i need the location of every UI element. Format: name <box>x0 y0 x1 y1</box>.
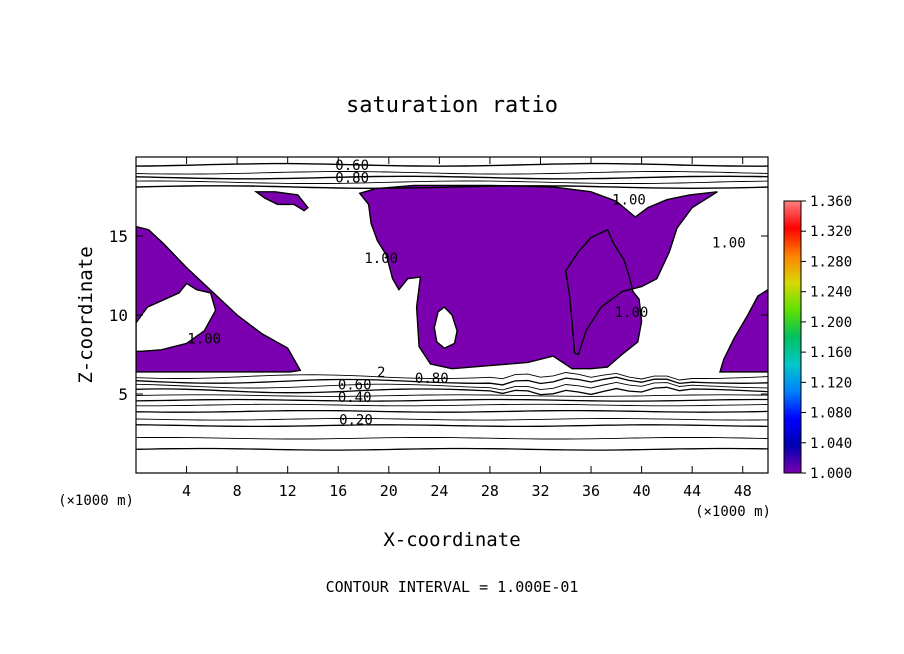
y-axis-ticks: 5 10 15 <box>109 227 768 404</box>
contour-line-high <box>136 171 768 175</box>
contour-label: 1.00 <box>712 235 746 251</box>
contour-line-low <box>136 394 768 397</box>
contour-label: 0.60 <box>338 378 372 394</box>
contour-label: 1.00 <box>615 305 649 321</box>
y-tick-label: 15 <box>109 227 128 246</box>
x-tick-label: 12 <box>279 482 297 500</box>
colorbar-tick-label: 1.360 <box>810 194 852 210</box>
x-axis-ticks: 4 8 12 16 20 24 28 32 36 40 44 48 <box>182 157 752 500</box>
contour-label: 0.60 <box>335 158 369 174</box>
x-tick-label: 28 <box>481 482 499 500</box>
x-tick-label: 24 <box>430 482 448 500</box>
colorbar-tick-label: 1.120 <box>810 375 852 391</box>
contour-line-low <box>136 409 768 413</box>
contour-line-high <box>136 185 768 190</box>
contour-label: 0.80 <box>415 371 449 387</box>
x-tick-label: 16 <box>329 482 347 500</box>
supersat-region-right <box>719 288 768 373</box>
contour-line-low <box>136 403 768 407</box>
contour-line-low <box>136 437 768 440</box>
colorbar: 1.360 1.320 1.280 1.240 1.200 1.160 1.120 1.080… <box>783 194 852 482</box>
clear-holes <box>136 282 458 352</box>
colorbar-tick-label: 1.040 <box>810 436 852 452</box>
contour-label: 1.00 <box>187 332 221 348</box>
contour-line-low <box>136 376 768 386</box>
x-tick-label: 32 <box>531 482 549 500</box>
colorbar-tick-label: 1.160 <box>810 345 852 361</box>
clear-left-hole <box>136 282 217 352</box>
x-axis-label: X-coordinate <box>383 529 520 551</box>
colorbar-tick-label: 1.200 <box>810 315 852 331</box>
colorbar-tick-label: 1.280 <box>810 254 852 270</box>
x-unit-left: (×1000 m) <box>58 493 134 509</box>
contour-label: 1.00 <box>612 193 646 209</box>
contour-label: 0.40 <box>338 390 372 406</box>
x-tick-label: 48 <box>734 482 752 500</box>
colorbar-tick-label: 1.320 <box>810 224 852 240</box>
y-tick-label: 10 <box>109 306 128 325</box>
contour-line-low <box>136 386 768 396</box>
contour-line-high <box>136 162 768 167</box>
contour-label: 0.20 <box>339 412 373 428</box>
contour-line-high <box>136 175 768 180</box>
colorbar-tick-label: 1.240 <box>810 285 852 301</box>
contour-line-low <box>136 381 768 391</box>
x-tick-label: 8 <box>233 482 242 500</box>
y-axis-label: Z-coordinate <box>75 246 97 383</box>
contour-line-low <box>136 372 768 381</box>
plot-area: 0.600.801.001.001.001.001.000.800.600.40… <box>136 157 768 473</box>
x-tick-label: 4 <box>182 482 191 500</box>
supersat-region-topleft <box>253 191 309 212</box>
colorbar-ticks: 1.360 1.320 1.280 1.240 1.200 1.160 1.120 1.080… <box>801 194 852 482</box>
contour-line-high <box>136 180 768 184</box>
contour-labels: 0.600.801.001.001.001.001.000.800.600.40… <box>187 158 745 428</box>
contour-line-low <box>136 418 768 421</box>
clear-center-hole <box>433 306 458 350</box>
x-tick-label: 44 <box>683 482 701 500</box>
contour-label: 1.00 <box>364 251 398 267</box>
contour-label: 2 <box>377 365 385 381</box>
contour-interval-note: CONTOUR INTERVAL = 1.000E-01 <box>326 578 579 596</box>
colorbar-tick-label: 1.000 <box>810 466 852 482</box>
colorbar-tick-label: 1.080 <box>810 406 852 422</box>
contour-line-low <box>136 447 768 451</box>
x-unit-right: (×1000 m) <box>695 504 771 520</box>
contour-label: 0.80 <box>335 171 369 187</box>
colorbar-fill <box>783 200 802 474</box>
x-tick-label: 36 <box>582 482 600 500</box>
contour-line-low <box>136 398 768 402</box>
chart-title: saturation ratio <box>346 93 558 118</box>
contour-line-low <box>136 424 768 428</box>
y-tick-label: 5 <box>118 385 128 404</box>
contour-bands <box>136 162 768 451</box>
x-tick-label: 40 <box>633 482 651 500</box>
x-tick-label: 20 <box>380 482 398 500</box>
